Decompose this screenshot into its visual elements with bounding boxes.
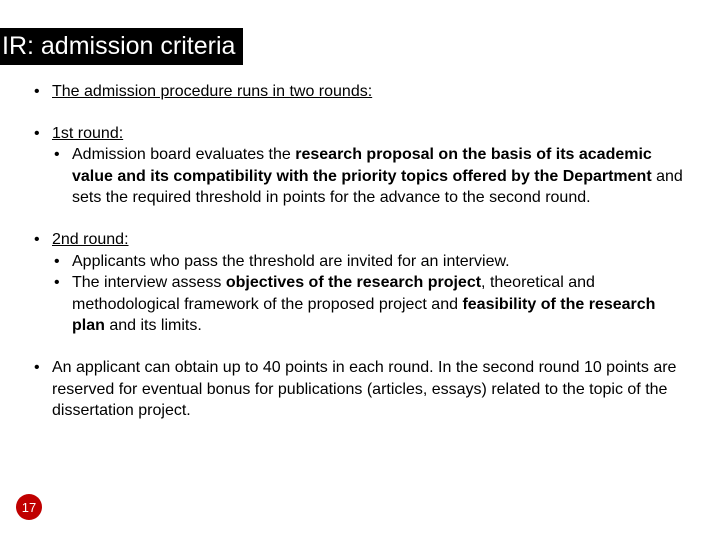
round1-detail: • Admission board evaluates the research…: [50, 144, 690, 209]
bullet-dot: •: [50, 144, 72, 209]
slide-body: • The admission procedure runs in two ro…: [0, 65, 720, 422]
round1-header: • 1st round:: [30, 123, 690, 145]
closing-text: An applicant can obtain up to 40 points …: [52, 357, 690, 422]
text-plain: Applicants who pass the threshold are in…: [72, 251, 510, 273]
intro-bullet: • The admission procedure runs in two ro…: [30, 81, 690, 103]
closing-bullet: • An applicant can obtain up to 40 point…: [30, 357, 690, 422]
text-plain: Admission board evaluates the: [72, 146, 295, 163]
text-plain: and its limits.: [105, 317, 202, 334]
bullet-dot: •: [50, 251, 72, 273]
bullet-dot: •: [30, 357, 52, 422]
page-number-badge: 17: [16, 494, 42, 520]
round2-label: 2nd round:: [52, 229, 129, 251]
round2-header: • 2nd round:: [30, 229, 690, 251]
bullet-dot: •: [30, 123, 52, 145]
bullet-dot: •: [50, 272, 72, 337]
round1-text: Admission board evaluates the research p…: [72, 144, 690, 209]
text-plain: The interview assess: [72, 274, 226, 291]
slide-title: IR: admission criteria: [0, 28, 243, 65]
bullet-dot: •: [30, 229, 52, 251]
round2-item2: • The interview assess objectives of the…: [50, 272, 690, 337]
bullet-dot: •: [30, 81, 52, 103]
intro-text: The admission procedure runs in two roun…: [52, 81, 372, 103]
round2-item1: • Applicants who pass the threshold are …: [50, 251, 690, 273]
text-bold: objectives of the research project: [226, 274, 481, 291]
round2-item2-text: The interview assess objectives of the r…: [72, 272, 690, 337]
round1-label: 1st round:: [52, 123, 123, 145]
